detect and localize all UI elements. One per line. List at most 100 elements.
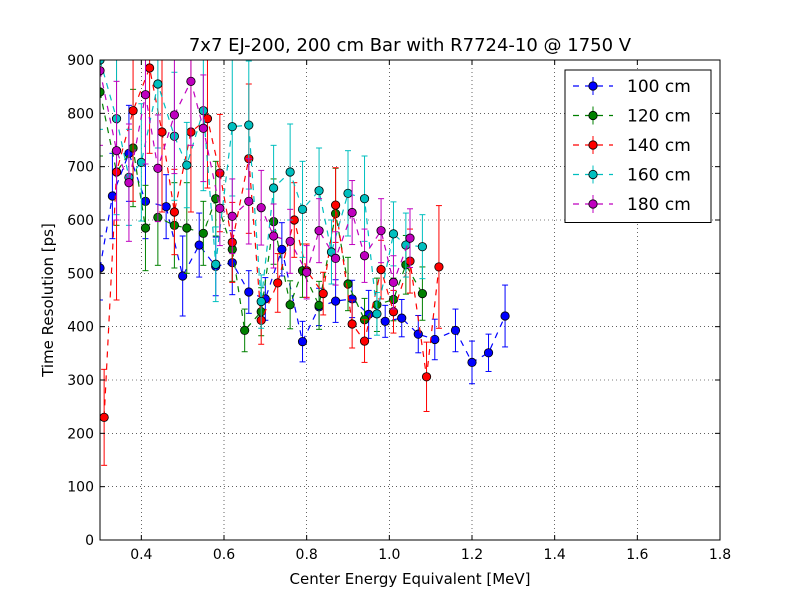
data-point (182, 223, 192, 233)
data-point (347, 207, 357, 218)
x-tick-label: 0.6 (213, 547, 235, 563)
data-point (430, 334, 440, 345)
data-point (421, 372, 432, 382)
series-line (100, 70, 411, 285)
data-point (380, 316, 390, 326)
data-point (124, 178, 134, 188)
data-point (128, 106, 138, 116)
data-point (483, 348, 494, 358)
data-point (244, 120, 254, 130)
data-point (347, 319, 357, 329)
y-tick-label: 900 (67, 53, 94, 69)
legend-marker (588, 169, 598, 180)
series-layer (100, 60, 510, 466)
data-point (268, 183, 279, 193)
data-point (211, 259, 221, 269)
y-tick-label: 500 (67, 266, 94, 282)
plot-frame (99, 59, 721, 541)
data-point (140, 223, 151, 233)
data-point (413, 329, 423, 339)
x-axis-label: Center Energy Equivalent [MeV] (290, 570, 531, 588)
y-tick-label: 300 (67, 373, 94, 389)
x-tick-label: 1.0 (378, 547, 400, 563)
data-point (450, 325, 461, 335)
data-point (100, 412, 109, 422)
data-point (359, 251, 370, 261)
legend-marker (588, 110, 598, 121)
data-point (227, 122, 237, 132)
series-line (100, 60, 423, 314)
legend-label: 120 cm (627, 107, 691, 127)
legend-marker (588, 81, 598, 91)
data-point (397, 313, 407, 323)
y-tick-label: 100 (67, 480, 94, 496)
data-point (405, 233, 415, 243)
data-point (277, 244, 287, 254)
legend-marker (588, 199, 598, 209)
plot-area (100, 60, 510, 466)
x-tick-label: 0.4 (130, 547, 152, 563)
legend-item: 140 cm (573, 136, 691, 156)
x-tick-label: 1.4 (544, 547, 566, 563)
data-point (169, 110, 179, 120)
data-point (169, 207, 179, 217)
legend-item: 100 cm (573, 77, 691, 97)
data-point (376, 264, 386, 275)
data-point (111, 146, 122, 156)
data-point (314, 300, 324, 310)
data-point (343, 188, 353, 198)
data-point (318, 288, 328, 299)
x-tick-label: 1.2 (461, 547, 483, 563)
data-point (140, 90, 151, 100)
legend-item: 180 cm (573, 195, 691, 215)
data-point (186, 76, 196, 86)
data-point (297, 204, 308, 214)
data-point (244, 287, 254, 297)
y-tick-label: 0 (85, 533, 94, 549)
data-point (256, 203, 266, 213)
data-point (227, 211, 237, 221)
legend: 100 cm 120 cm 140 cm 160 cm 180 cm (564, 69, 712, 223)
data-point (330, 296, 341, 306)
data-point (343, 279, 353, 289)
data-point (198, 228, 208, 238)
legend-label: 100 cm (627, 77, 691, 97)
series-line (103, 65, 440, 418)
data-point (153, 163, 163, 173)
data-point (285, 236, 295, 246)
data-point (268, 231, 279, 241)
legend-label: 140 cm (627, 136, 691, 156)
y-tick-label: 600 (67, 213, 94, 229)
y-axis-label: Time Resolution [ps] (39, 223, 57, 378)
data-point (359, 194, 370, 204)
series-4 (100, 60, 415, 310)
data-point (244, 196, 254, 206)
data-point (178, 271, 188, 281)
data-point (145, 63, 155, 73)
data-point (215, 203, 225, 213)
data-point (372, 309, 382, 319)
y-tick-label: 700 (67, 160, 94, 176)
y-tick-label: 400 (67, 320, 94, 336)
data-point (198, 123, 208, 133)
axis-ticks: 0.4 0.6 0.8 1.0 1.2 1.4 1.6 1.8 0 100 200 300 400 500… (67, 53, 731, 563)
data-point (330, 253, 341, 263)
data-point (302, 267, 312, 277)
data-point (182, 160, 192, 170)
series-line (100, 91, 423, 332)
data-point (417, 242, 427, 252)
chart-title: 7x7 EJ-200, 200 cm Bar with R7724-10 @ 1… (189, 35, 632, 56)
data-point (417, 288, 427, 299)
x-tick-label: 0.8 (296, 547, 318, 563)
data-point (256, 296, 266, 307)
data-point (314, 186, 324, 196)
data-point (194, 240, 204, 250)
legend-label: 160 cm (627, 166, 691, 186)
y-tick-label: 200 (67, 426, 94, 442)
legend-label: 180 cm (627, 195, 691, 215)
data-point (467, 357, 477, 367)
data-point (434, 262, 444, 272)
x-tick-label: 1.8 (709, 547, 731, 563)
data-point (388, 277, 399, 287)
data-point (500, 311, 510, 321)
